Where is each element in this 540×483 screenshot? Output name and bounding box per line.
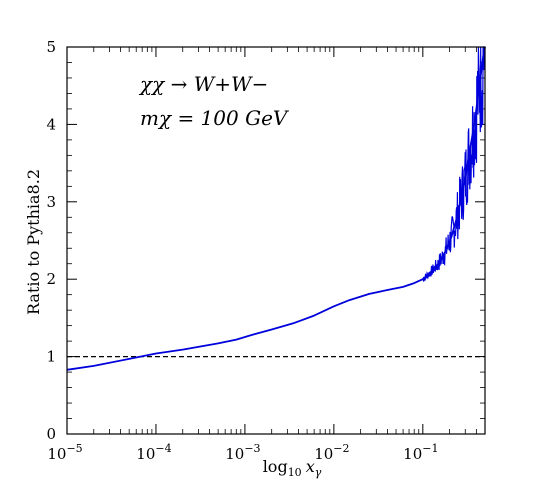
x-axis-label-var-sub: γ bbox=[315, 466, 322, 479]
y-tick-label: 3 bbox=[46, 193, 56, 211]
series-fluctuations bbox=[422, 46, 485, 282]
x-axis-label-log-base: 10 bbox=[288, 466, 302, 479]
series-noise bbox=[422, 46, 485, 282]
series-line bbox=[66, 46, 486, 371]
y-tick-label: 4 bbox=[46, 115, 56, 133]
plot-frame bbox=[66, 46, 486, 435]
x-tick-label: 10−4 bbox=[136, 442, 171, 463]
x-axis-label: log10 xγ bbox=[263, 457, 322, 479]
y-tick-label: 0 bbox=[46, 425, 56, 443]
y-tick-label: 1 bbox=[46, 348, 56, 366]
x-tick-label: 10−2 bbox=[314, 442, 349, 463]
y-tick-labels: 0 1 2 3 4 5 bbox=[46, 38, 56, 443]
x-tick-labels: 10−5 10−4 10−3 10−2 10−1 bbox=[47, 442, 438, 463]
y-tick-label: 2 bbox=[46, 270, 56, 288]
y-axis-label: Ratio to Pythia8.2 bbox=[24, 169, 43, 315]
x-tick-label: 10−3 bbox=[225, 442, 260, 463]
x-tick-label: 10−1 bbox=[403, 442, 438, 463]
x-tick-label: 10−5 bbox=[47, 442, 82, 463]
annotation-process: χχ → W+W− bbox=[138, 72, 268, 96]
y-tick-label: 5 bbox=[46, 38, 56, 56]
x-axis-label-log: log bbox=[263, 457, 288, 476]
x-axis-label-var: x bbox=[306, 457, 315, 476]
minor-ticks bbox=[67, 47, 486, 434]
annotation-mass: mχ = 100 GeV bbox=[140, 106, 290, 130]
